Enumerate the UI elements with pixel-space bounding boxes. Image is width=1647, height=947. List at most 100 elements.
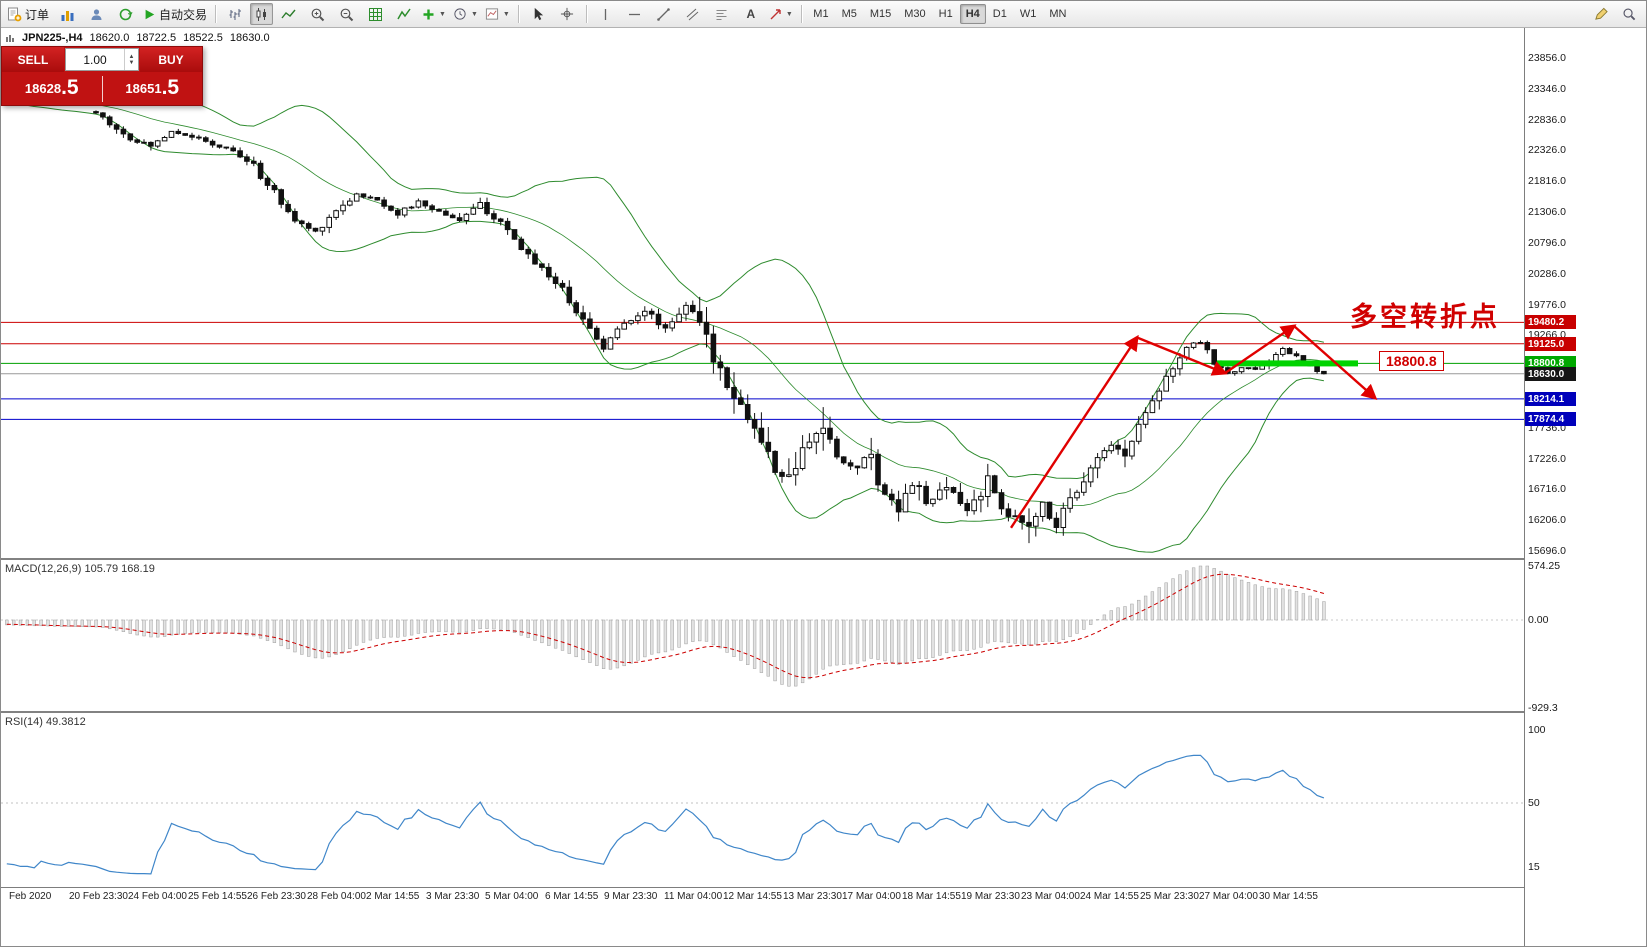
- timeframe-h1[interactable]: H1: [938, 8, 953, 20]
- candle-chart-type-button[interactable]: [250, 3, 274, 25]
- timeframe-m30[interactable]: M30: [904, 8, 926, 20]
- channel-icon: [687, 8, 699, 20]
- time-axis-label: 27 Mar 04:00: [1199, 891, 1258, 902]
- buy-price-main: 18651: [125, 81, 162, 97]
- sell-price-pip: .5: [61, 75, 79, 99]
- timeframe-m1[interactable]: M1: [813, 8, 829, 20]
- refresh-icon: [119, 8, 133, 20]
- sell-button[interactable]: SELL: [2, 47, 64, 72]
- template-dropdown[interactable]: ▼: [482, 3, 513, 25]
- price-tag: 18800.8: [1525, 356, 1576, 370]
- macd-panel[interactable]: [1, 561, 1524, 710]
- time-axis-label: 6 Mar 14:55: [545, 891, 599, 902]
- timeframe-w1[interactable]: W1: [1019, 8, 1037, 20]
- period-dropdown[interactable]: ▼: [450, 3, 481, 25]
- arrow-icon: [770, 8, 781, 19]
- toolbar-separator: [215, 5, 217, 23]
- trendline-tool[interactable]: [650, 3, 678, 25]
- plus-icon: [423, 9, 434, 19]
- time-axis-label: 12 Mar 14:55: [723, 891, 782, 902]
- price-axis-label: 20286.0: [1528, 268, 1566, 280]
- trendline-icon: [657, 7, 671, 21]
- zoom-in-icon: [311, 8, 324, 21]
- navigator-button[interactable]: [82, 3, 110, 25]
- price-tag: 18630.0: [1525, 367, 1576, 381]
- sell-price-main: 18628: [24, 81, 62, 97]
- add-indicator-dropdown[interactable]: ▼: [419, 3, 449, 25]
- panel-separator[interactable]: [1, 711, 1646, 713]
- timeframe-m15[interactable]: M15: [869, 8, 892, 20]
- stepper-up-icon[interactable]: ▲: [128, 53, 135, 60]
- time-axis-label: 28 Feb 04:00: [307, 891, 366, 902]
- price-axis-label: 21816.0: [1528, 175, 1566, 187]
- indicator-icon: [396, 8, 411, 19]
- timeframe-h4[interactable]: H4: [959, 4, 986, 24]
- timeframe-m5[interactable]: M5: [841, 8, 857, 20]
- one-click-trading-panel: SELL 1.00 ▲ ▼ BUY 18628.5 18651.5: [1, 46, 203, 106]
- auto-trading-button[interactable]: 自动交易: [140, 3, 210, 25]
- chevron-down-icon: ▼: [439, 10, 446, 18]
- main-chart[interactable]: [1, 28, 1524, 559]
- price-axis-label: 21306.0: [1528, 206, 1566, 218]
- zoom-out-button[interactable]: [332, 3, 360, 25]
- rsi-panel[interactable]: [1, 713, 1524, 887]
- line-chart-type-button[interactable]: [274, 3, 302, 25]
- zoom-in-button[interactable]: [303, 3, 331, 25]
- timeframe-mn[interactable]: MN: [1049, 8, 1067, 20]
- low-value: 18522.5: [183, 32, 223, 44]
- refresh-button[interactable]: [111, 3, 139, 25]
- price-callout-label[interactable]: 18800.8: [1379, 351, 1444, 371]
- panel-separator[interactable]: [1, 558, 1646, 560]
- arrow-tool[interactable]: ▼: [766, 3, 796, 25]
- open-value: 18620.0: [89, 32, 130, 44]
- price-axis[interactable]: 23856.0 23346.0 22836.0 22326.0 21816.0 21306…: [1524, 28, 1646, 946]
- price-axis-label: 23856.0: [1528, 52, 1566, 64]
- horizontal-line-tool[interactable]: [621, 3, 649, 25]
- macd-axis-label: -929.3: [1528, 702, 1558, 714]
- price-tag: 17874.4: [1525, 412, 1576, 426]
- fibonacci-tool[interactable]: [708, 3, 736, 25]
- indicators-button[interactable]: [390, 3, 418, 25]
- vertical-line-tool[interactable]: [592, 3, 620, 25]
- edit-button[interactable]: [1587, 3, 1615, 25]
- buy-price[interactable]: 18651.5: [103, 77, 203, 101]
- volume-stepper[interactable]: ▲ ▼: [124, 49, 138, 70]
- text-tool[interactable]: A: [737, 3, 765, 25]
- price-axis-label: 20796.0: [1528, 237, 1566, 249]
- price-axis-label: 19776.0: [1528, 299, 1566, 311]
- time-axis-label: 13 Mar 23:30: [783, 891, 842, 902]
- template-icon: [485, 8, 498, 20]
- market-watch-button[interactable]: [53, 3, 81, 25]
- macd-axis-label: 0.00: [1528, 614, 1549, 626]
- volume-input[interactable]: 1.00 ▲ ▼: [65, 48, 139, 71]
- sell-price[interactable]: 18628.5: [2, 77, 102, 101]
- play-icon: [145, 9, 155, 19]
- stepper-down-icon[interactable]: ▼: [128, 59, 135, 66]
- symbol-period-label: JPN225-,H4: [22, 32, 83, 44]
- cursor-tool-button[interactable]: [524, 3, 552, 25]
- new-order-icon: [8, 7, 22, 21]
- time-axis-label: 3 Mar 23:30: [426, 891, 480, 902]
- price-tag: 18214.1: [1525, 392, 1576, 406]
- clock-icon: [454, 8, 466, 20]
- price-axis-label: 15696.0: [1528, 545, 1566, 557]
- new-order-button[interactable]: 订单: [4, 3, 52, 25]
- toolbar-separator: [585, 5, 587, 23]
- timeframe-d1[interactable]: D1: [992, 8, 1007, 20]
- grid-button[interactable]: [361, 3, 389, 25]
- time-axis[interactable]: Feb 2020 20 Feb 23:30 24 Feb 04:00 25 Feb 1…: [1, 887, 1524, 906]
- crosshair-tool-button[interactable]: [553, 3, 581, 25]
- toolbar: 订单 自动交易: [1, 1, 1646, 28]
- channel-tool[interactable]: [679, 3, 707, 25]
- search-button[interactable]: [1615, 3, 1643, 25]
- buy-button[interactable]: BUY: [140, 47, 202, 72]
- time-axis-label: 19 Mar 23:30: [961, 891, 1020, 902]
- turning-point-annotation[interactable]: 多空转折点: [1350, 302, 1500, 333]
- bar-chart-type-button[interactable]: [221, 3, 249, 25]
- price-tag: 19125.0: [1525, 337, 1576, 351]
- rsi-axis-label: 50: [1528, 797, 1540, 809]
- candlestick-icon: [256, 7, 267, 21]
- price-axis-label: 22836.0: [1528, 114, 1566, 126]
- cursor-icon: [534, 7, 543, 21]
- fibonacci-icon: [716, 9, 727, 20]
